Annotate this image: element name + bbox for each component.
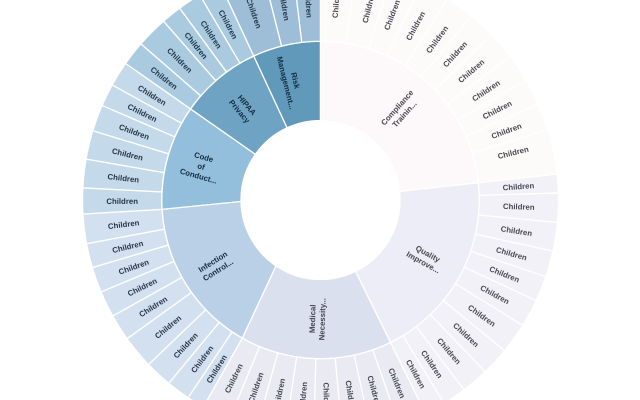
svg-text:MedicalNecessity...: MedicalNecessity... — [307, 298, 327, 341]
svg-text:Children: Children — [107, 172, 140, 184]
svg-text:Children: Children — [344, 380, 358, 400]
svg-text:Children: Children — [106, 196, 138, 205]
svg-text:Children: Children — [330, 0, 341, 18]
svg-text:Children: Children — [297, 381, 309, 400]
svg-text:Children: Children — [107, 218, 140, 231]
svg-text:Children: Children — [502, 181, 534, 192]
svg-text:Children: Children — [322, 382, 332, 400]
svg-text:Children: Children — [303, 0, 314, 18]
svg-text:Children: Children — [503, 201, 535, 211]
